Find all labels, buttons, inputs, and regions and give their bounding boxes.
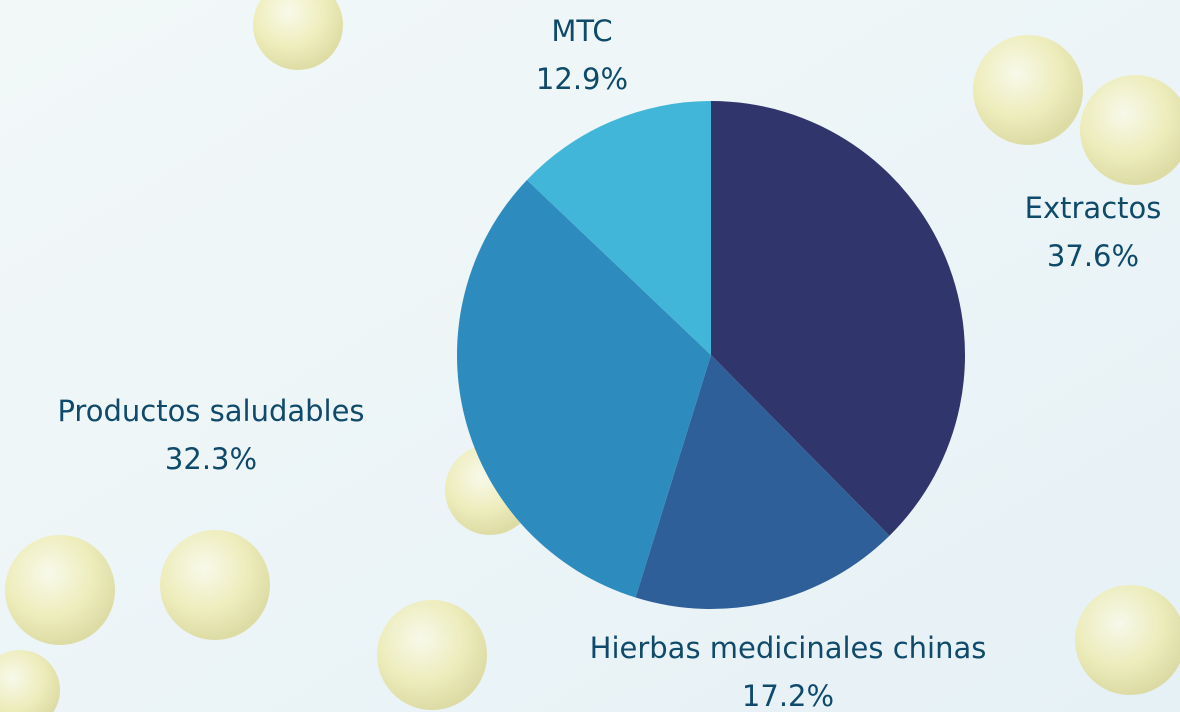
slice-label: Extractos xyxy=(1025,191,1162,225)
slice-value-label: 17.2% xyxy=(742,679,834,712)
pie-slice xyxy=(635,355,890,609)
pie-slice xyxy=(526,101,711,355)
slice-label: Productos saludables xyxy=(57,394,364,428)
pie-slice xyxy=(711,101,965,536)
slice-value-label: 12.9% xyxy=(536,62,628,96)
slice-value-label: 37.6% xyxy=(1047,239,1139,273)
slice-value-label: 32.3% xyxy=(165,442,257,476)
pie-slice xyxy=(457,179,711,598)
slice-label: MTC xyxy=(551,14,612,48)
slice-label: Hierbas medicinales chinas xyxy=(590,631,987,665)
